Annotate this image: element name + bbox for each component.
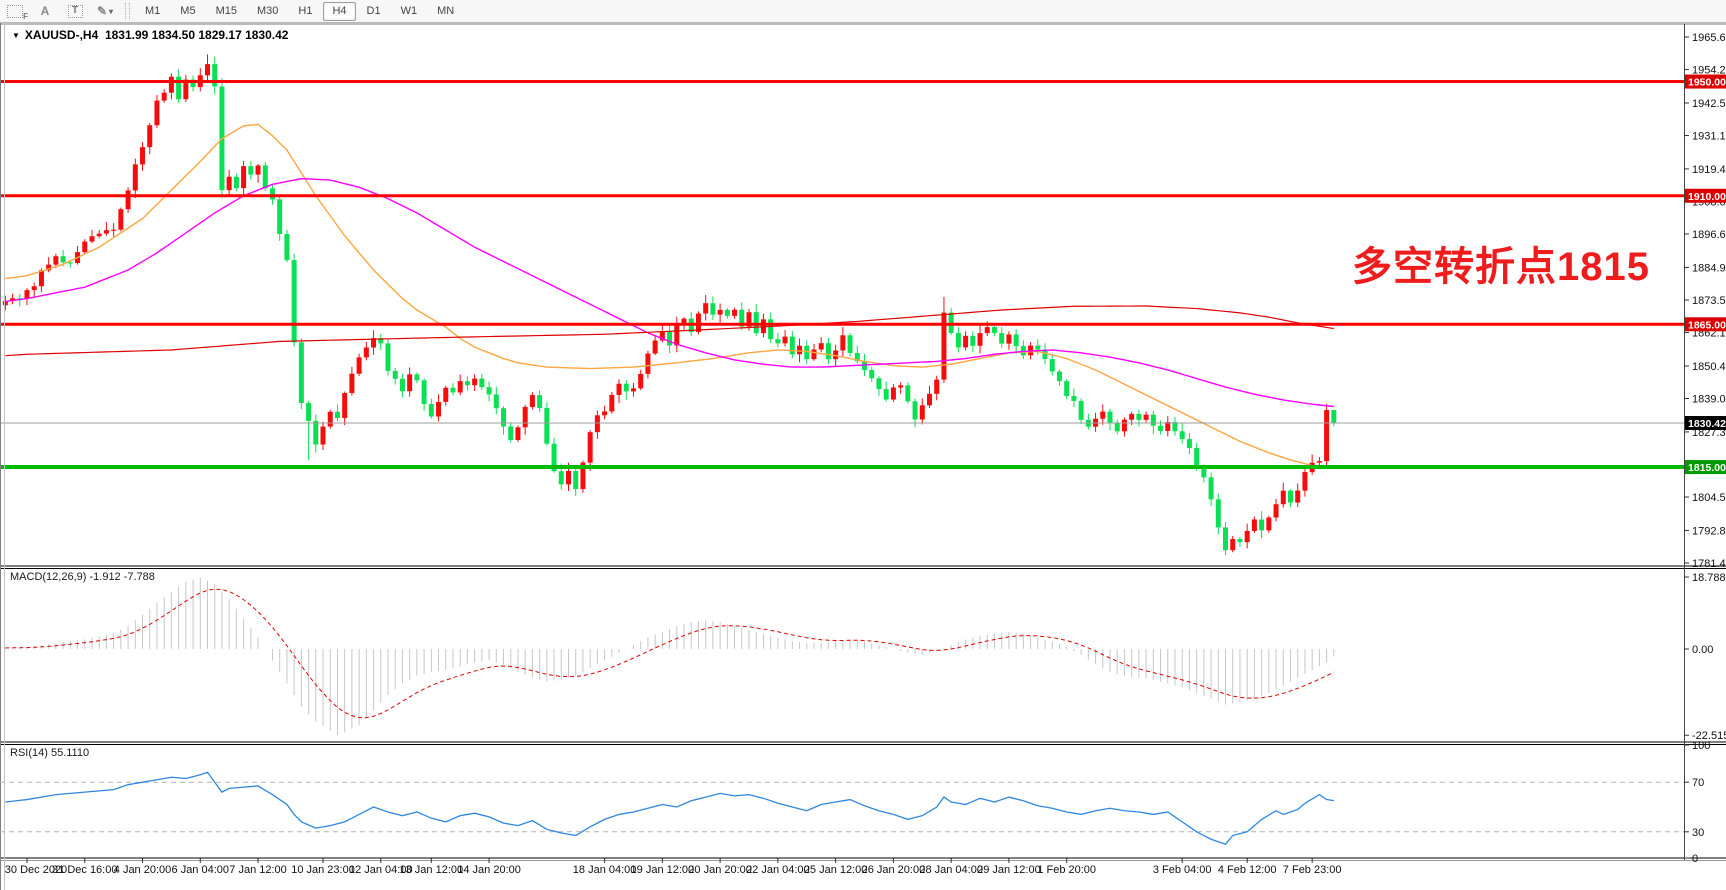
svg-text:1873.50: 1873.50 xyxy=(1692,295,1726,307)
dropdown-arrow-icon: ▾ xyxy=(109,6,114,16)
svg-text:10 Jan 23:00: 10 Jan 23:00 xyxy=(291,864,355,876)
toolbar-drag-handle[interactable] xyxy=(125,3,130,19)
svg-text:30: 30 xyxy=(1692,827,1704,839)
svg-text:0: 0 xyxy=(1692,853,1698,865)
timeframe-button-h4[interactable]: H4 xyxy=(323,1,356,21)
svg-text:1850.40: 1850.40 xyxy=(1692,361,1726,373)
price-tag: 1865.00 xyxy=(1685,317,1726,332)
svg-text:31 Dec 16:00: 31 Dec 16:00 xyxy=(52,864,117,876)
font-a-icon[interactable]: A xyxy=(40,4,50,18)
rsi-panel: 100 70 30 0 xyxy=(0,740,1710,865)
svg-text:26 Jan 20:00: 26 Jan 20:00 xyxy=(862,864,926,876)
price-tag: 1950.00 xyxy=(1685,74,1726,89)
text-box-icon: T xyxy=(67,4,83,18)
chart-title: ▼ XAUUSD-,H4 1831.99 1834.50 1829.17 1830… xyxy=(12,28,288,42)
dotted-frame-icon[interactable]: F xyxy=(6,3,28,21)
ma-fast-orange xyxy=(5,123,1313,467)
price-tag: 1910.00 xyxy=(1685,188,1726,203)
ohlc-values: 1831.99 1834.50 1829.17 1830.42 xyxy=(104,28,289,42)
svg-text:1830.42: 1830.42 xyxy=(1688,418,1726,430)
svg-text:25 Jan 12:00: 25 Jan 12:00 xyxy=(804,864,868,876)
svg-text:1950.00: 1950.00 xyxy=(1688,77,1726,89)
timeframe-button-h1[interactable]: H1 xyxy=(289,2,321,21)
timeframe-button-m30[interactable]: M30 xyxy=(248,2,287,21)
svg-text:1931.10: 1931.10 xyxy=(1692,131,1726,143)
svg-text:20 Jan 20:00: 20 Jan 20:00 xyxy=(688,864,752,876)
svg-text:1896.60: 1896.60 xyxy=(1692,229,1726,241)
svg-text:18 Jan 04:00: 18 Jan 04:00 xyxy=(573,864,637,876)
timeframe-button-mn[interactable]: MN xyxy=(428,2,463,21)
timeframe-button-m1[interactable]: M1 xyxy=(136,2,169,21)
horizontal-level-lines[interactable] xyxy=(0,80,1684,470)
svg-text:1942.50: 1942.50 xyxy=(1692,98,1726,110)
svg-text:100: 100 xyxy=(1692,740,1710,752)
dotted-frame-icon: F xyxy=(7,4,28,21)
price-scale[interactable]: 1965.601954.201942.501931.101919.401908.… xyxy=(1684,32,1726,570)
macd-panel: 18.788 0.00 -22.515 xyxy=(4,572,1726,742)
svg-text:1919.40: 1919.40 xyxy=(1692,164,1726,176)
drawing-tools-icon: ✎ xyxy=(96,4,108,18)
timeframe-button-m15[interactable]: M15 xyxy=(207,2,246,21)
svg-text:1 Feb 20:00: 1 Feb 20:00 xyxy=(1037,864,1096,876)
panel-dividers[interactable] xyxy=(0,22,1726,890)
svg-text:19 Jan 12:00: 19 Jan 12:00 xyxy=(631,864,695,876)
svg-text:28 Jan 04:00: 28 Jan 04:00 xyxy=(919,864,983,876)
svg-text:4 Feb 12:00: 4 Feb 12:00 xyxy=(1218,864,1277,876)
price-tag: 1815.00 xyxy=(1685,460,1726,475)
svg-text:0.00: 0.00 xyxy=(1692,644,1713,656)
svg-text:1839.00: 1839.00 xyxy=(1692,394,1726,406)
timeframe-button-m5[interactable]: M5 xyxy=(171,2,204,21)
svg-text:3 Feb 04:00: 3 Feb 04:00 xyxy=(1153,864,1212,876)
timeframe-button-d1[interactable]: D1 xyxy=(358,2,390,21)
svg-text:13 Jan 12:00: 13 Jan 12:00 xyxy=(400,864,464,876)
svg-text:-22.515: -22.515 xyxy=(1692,730,1726,742)
annotation-text[interactable]: 多空转折点1815 xyxy=(1352,245,1650,289)
svg-text:70: 70 xyxy=(1692,777,1704,789)
drawing-tools-icon[interactable]: ✎ ▾ xyxy=(96,3,114,19)
symbol-timeframe-label: XAUUSD-,H4 xyxy=(24,28,99,42)
svg-text:12 Jan 04:00: 12 Jan 04:00 xyxy=(349,864,413,876)
macd-indicator-label: MACD(12,26,9) -1.912 -7.788 xyxy=(10,571,155,583)
svg-text:29 Jan 12:00: 29 Jan 12:00 xyxy=(977,864,1041,876)
chart-toolbar: F A T ✎ ▾ M1 M5 M15 M30 H1 H4 D1 W1 MN xyxy=(0,0,1726,23)
svg-text:1815.00: 1815.00 xyxy=(1688,462,1726,474)
svg-text:1865.00: 1865.00 xyxy=(1688,319,1726,331)
svg-text:7 Feb 23:00: 7 Feb 23:00 xyxy=(1283,864,1342,876)
timeframe-button-w1[interactable]: W1 xyxy=(392,2,427,21)
svg-text:1954.20: 1954.20 xyxy=(1692,65,1726,77)
svg-text:22 Jan 04:00: 22 Jan 04:00 xyxy=(746,864,810,876)
svg-text:14 Jan 20:00: 14 Jan 20:00 xyxy=(457,864,521,876)
timeframe-toolbar: M1 M5 M15 M30 H1 H4 D1 W1 MN xyxy=(135,1,464,21)
price-tag: 1830.42 xyxy=(1685,416,1726,431)
svg-text:1781.40: 1781.40 xyxy=(1692,558,1726,570)
rsi-indicator-label: RSI(14) 55.1110 xyxy=(10,747,90,759)
svg-text:6 Jan 04:00: 6 Jan 04:00 xyxy=(172,864,230,876)
text-box-icon[interactable]: T xyxy=(66,3,84,19)
svg-text:1884.90: 1884.90 xyxy=(1692,262,1726,274)
ma-mid-magenta xyxy=(5,177,1334,408)
svg-text:1804.50: 1804.50 xyxy=(1692,492,1726,504)
svg-text:4 Jan 20:00: 4 Jan 20:00 xyxy=(114,864,172,876)
ma-slow-red xyxy=(5,305,1334,357)
svg-text:1910.00: 1910.00 xyxy=(1688,191,1726,203)
svg-text:30 Dec 2020: 30 Dec 2020 xyxy=(5,864,67,876)
symbol-dropdown-icon[interactable]: ▼ xyxy=(12,31,20,40)
svg-text:1792.80: 1792.80 xyxy=(1692,525,1726,537)
svg-text:7 Jan 12:00: 7 Jan 12:00 xyxy=(229,864,287,876)
svg-text:18.788: 18.788 xyxy=(1692,572,1726,584)
candles xyxy=(2,54,1337,556)
svg-text:1965.60: 1965.60 xyxy=(1692,32,1726,44)
